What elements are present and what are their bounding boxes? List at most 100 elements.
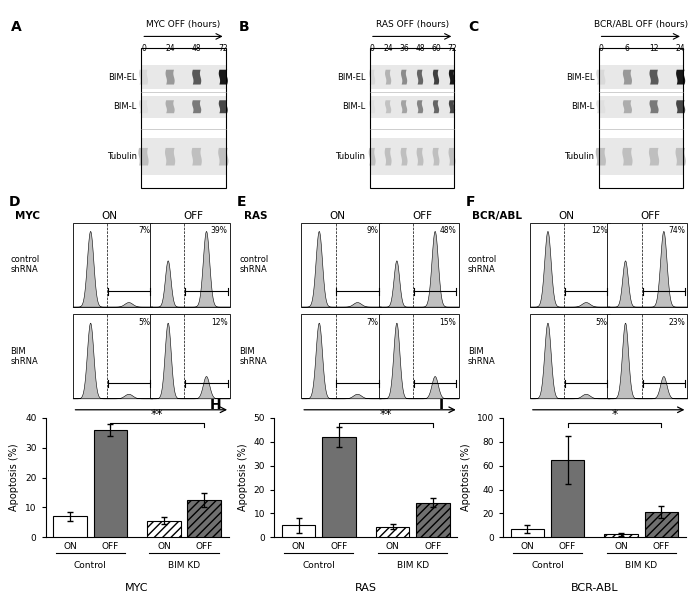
Bar: [598, 48, 683, 188]
Bar: [530, 223, 610, 307]
Text: 15%: 15%: [440, 318, 456, 327]
Bar: [645, 512, 678, 537]
Text: BIM-EL: BIM-EL: [337, 73, 365, 82]
Text: RAS OFF (hours): RAS OFF (hours): [375, 20, 449, 29]
Text: MYC OFF (hours): MYC OFF (hours): [146, 20, 220, 29]
Y-axis label: Apoptosis (%): Apoptosis (%): [9, 444, 20, 512]
Text: B: B: [239, 20, 250, 34]
Bar: [53, 516, 87, 537]
Text: OFF: OFF: [183, 211, 204, 221]
Text: BIM
shRNA: BIM shRNA: [468, 347, 496, 366]
Text: control
shRNA: control shRNA: [239, 255, 268, 274]
Text: 24: 24: [165, 44, 175, 53]
Bar: [370, 65, 454, 89]
Text: RAS: RAS: [244, 211, 267, 221]
Text: F: F: [466, 195, 475, 209]
Bar: [301, 314, 381, 398]
Text: 7-AAD: 7-AAD: [594, 418, 623, 427]
Bar: [370, 48, 454, 188]
Text: BIM KD: BIM KD: [168, 561, 200, 570]
Text: BIM KD: BIM KD: [397, 561, 428, 570]
Text: 12%: 12%: [211, 318, 228, 327]
Bar: [608, 314, 687, 398]
Text: 36: 36: [399, 44, 409, 53]
Text: 74%: 74%: [668, 226, 685, 235]
Bar: [370, 96, 454, 118]
Text: 6: 6: [625, 44, 630, 53]
Text: ON: ON: [101, 211, 117, 221]
Text: BCR-ABL: BCR-ABL: [570, 583, 618, 593]
Text: 48%: 48%: [440, 226, 456, 235]
Y-axis label: Apoptosis (%): Apoptosis (%): [238, 444, 248, 512]
Text: Control: Control: [531, 561, 564, 570]
Text: 39%: 39%: [211, 226, 228, 235]
Text: 0: 0: [141, 44, 146, 53]
Bar: [598, 65, 683, 89]
Text: 5%: 5%: [596, 318, 608, 327]
Bar: [150, 223, 230, 307]
Bar: [322, 437, 356, 537]
Text: ON: ON: [330, 211, 346, 221]
Text: MYC: MYC: [15, 211, 40, 221]
Bar: [141, 48, 225, 188]
Bar: [73, 314, 153, 398]
Text: BIM-L: BIM-L: [342, 102, 365, 111]
Text: Tubulin: Tubulin: [564, 152, 594, 161]
Text: 12%: 12%: [591, 226, 608, 235]
Text: 0: 0: [598, 44, 603, 53]
Bar: [379, 314, 459, 398]
Text: 24: 24: [384, 44, 393, 53]
Text: *: *: [611, 408, 617, 421]
Text: 72: 72: [447, 44, 457, 53]
Bar: [141, 65, 225, 89]
Text: A: A: [10, 20, 21, 34]
Text: C: C: [468, 20, 478, 34]
Bar: [188, 500, 220, 537]
Bar: [416, 503, 449, 537]
Text: Control: Control: [302, 561, 335, 570]
Text: 7-AAD: 7-AAD: [366, 418, 394, 427]
Bar: [141, 138, 225, 176]
Bar: [141, 96, 225, 118]
Bar: [94, 430, 127, 537]
Text: **: **: [151, 408, 163, 421]
Text: 5%: 5%: [138, 318, 150, 327]
Text: BIM KD: BIM KD: [625, 561, 657, 570]
Text: 48: 48: [192, 44, 202, 53]
Bar: [376, 527, 410, 537]
Y-axis label: Apoptosis (%): Apoptosis (%): [461, 444, 471, 512]
Bar: [608, 223, 687, 307]
Text: 48: 48: [415, 44, 425, 53]
Text: 12: 12: [650, 44, 659, 53]
Text: BIM
shRNA: BIM shRNA: [239, 347, 267, 366]
Text: BIM
shRNA: BIM shRNA: [10, 347, 38, 366]
Text: 72: 72: [218, 44, 228, 53]
Bar: [150, 314, 230, 398]
Text: BCR/ABL OFF (hours): BCR/ABL OFF (hours): [594, 20, 688, 29]
Bar: [282, 525, 316, 537]
Text: BCR/ABL: BCR/ABL: [473, 211, 522, 221]
Text: 7%: 7%: [138, 226, 150, 235]
Text: Tubulin: Tubulin: [335, 152, 365, 161]
Text: 7-AAD: 7-AAD: [137, 418, 165, 427]
Text: Tubulin: Tubulin: [107, 152, 136, 161]
Text: MYC: MYC: [125, 583, 149, 593]
Text: BIM-EL: BIM-EL: [566, 73, 594, 82]
Text: 23%: 23%: [668, 318, 685, 327]
Text: OFF: OFF: [412, 211, 432, 221]
Bar: [370, 138, 454, 176]
Bar: [147, 521, 181, 537]
Text: ON: ON: [559, 211, 575, 221]
Text: 60: 60: [431, 44, 441, 53]
Bar: [551, 460, 584, 537]
Text: 0: 0: [370, 44, 374, 53]
Bar: [605, 534, 638, 537]
Text: 9%: 9%: [367, 226, 379, 235]
Text: D: D: [8, 195, 20, 209]
Text: control
shRNA: control shRNA: [468, 255, 497, 274]
Bar: [530, 314, 610, 398]
Text: OFF: OFF: [640, 211, 661, 221]
Bar: [73, 223, 153, 307]
Text: I: I: [439, 398, 444, 412]
Bar: [598, 96, 683, 118]
